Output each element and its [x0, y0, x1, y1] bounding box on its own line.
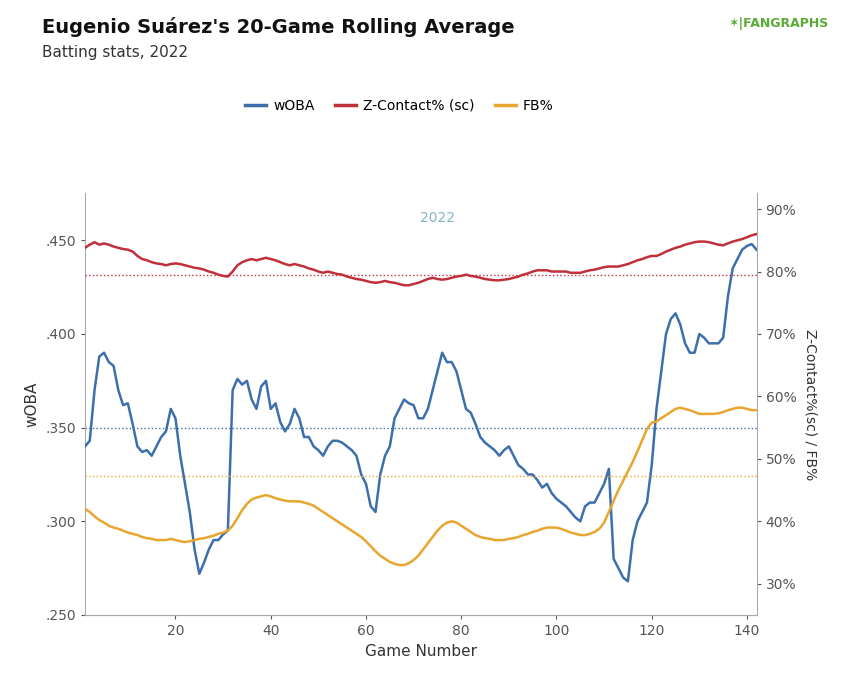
- Text: ✶|FANGRAPHS: ✶|FANGRAPHS: [728, 17, 829, 30]
- Legend: wOBA, Z-Contact% (sc), FB%: wOBA, Z-Contact% (sc), FB%: [240, 93, 559, 118]
- Text: Eugenio Suárez's 20-Game Rolling Average: Eugenio Suárez's 20-Game Rolling Average: [42, 17, 515, 37]
- X-axis label: Game Number: Game Number: [365, 643, 477, 659]
- Y-axis label: Z-Contact%(sc) / FB%: Z-Contact%(sc) / FB%: [803, 329, 817, 480]
- Text: 2022: 2022: [420, 211, 455, 225]
- Y-axis label: wOBA: wOBA: [25, 381, 40, 427]
- Text: Batting stats, 2022: Batting stats, 2022: [42, 45, 189, 60]
